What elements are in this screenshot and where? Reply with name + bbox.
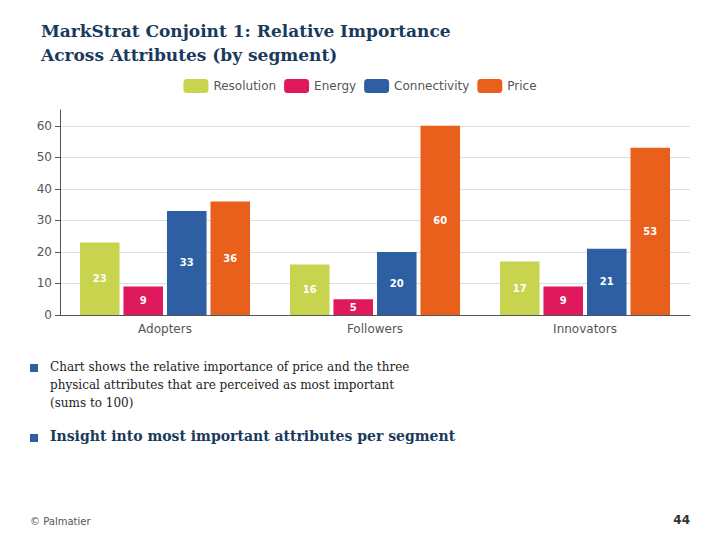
svg-text:Across Attributes (by segment): Across Attributes (by segment) bbox=[40, 45, 337, 65]
svg-text:5: 5 bbox=[350, 302, 357, 313]
svg-text:30: 30 bbox=[37, 213, 52, 227]
svg-text:21: 21 bbox=[600, 276, 614, 287]
svg-text:Followers: Followers bbox=[347, 322, 403, 336]
svg-text:16: 16 bbox=[303, 284, 317, 295]
svg-text:20: 20 bbox=[37, 245, 52, 259]
svg-text:33: 33 bbox=[180, 257, 194, 268]
svg-text:44: 44 bbox=[673, 513, 690, 527]
svg-text:9: 9 bbox=[140, 295, 147, 306]
svg-text:60: 60 bbox=[37, 119, 52, 133]
svg-text:Energy: Energy bbox=[314, 79, 356, 93]
svg-text:Price: Price bbox=[507, 79, 536, 93]
svg-text:10: 10 bbox=[37, 276, 52, 290]
svg-text:MarkStrat Conjoint 1: Relative: MarkStrat Conjoint 1: Relative Importanc… bbox=[41, 21, 451, 41]
svg-text:Resolution: Resolution bbox=[213, 79, 276, 93]
svg-text:36: 36 bbox=[223, 253, 237, 264]
svg-text:60: 60 bbox=[433, 215, 447, 226]
svg-text:53: 53 bbox=[643, 226, 657, 237]
svg-text:Adopters: Adopters bbox=[138, 322, 192, 336]
svg-text:9: 9 bbox=[560, 295, 567, 306]
svg-text:23: 23 bbox=[93, 273, 107, 284]
svg-text:40: 40 bbox=[37, 182, 52, 196]
svg-text:Insight into most important at: Insight into most important attributes p… bbox=[50, 428, 456, 444]
svg-text:© Palmatier: © Palmatier bbox=[30, 516, 91, 527]
svg-text:0: 0 bbox=[44, 308, 52, 322]
svg-text:17: 17 bbox=[513, 283, 527, 294]
svg-text:(sums to 100): (sums to 100) bbox=[50, 396, 133, 410]
svg-text:20: 20 bbox=[390, 278, 404, 289]
svg-text:physical attributes that are p: physical attributes that are perceived a… bbox=[50, 378, 394, 392]
svg-text:Connectivity: Connectivity bbox=[394, 79, 469, 93]
svg-text:Chart shows the relative impor: Chart shows the relative importance of p… bbox=[50, 360, 409, 374]
svg-text:50: 50 bbox=[37, 150, 52, 164]
svg-text:Innovators: Innovators bbox=[553, 322, 617, 336]
